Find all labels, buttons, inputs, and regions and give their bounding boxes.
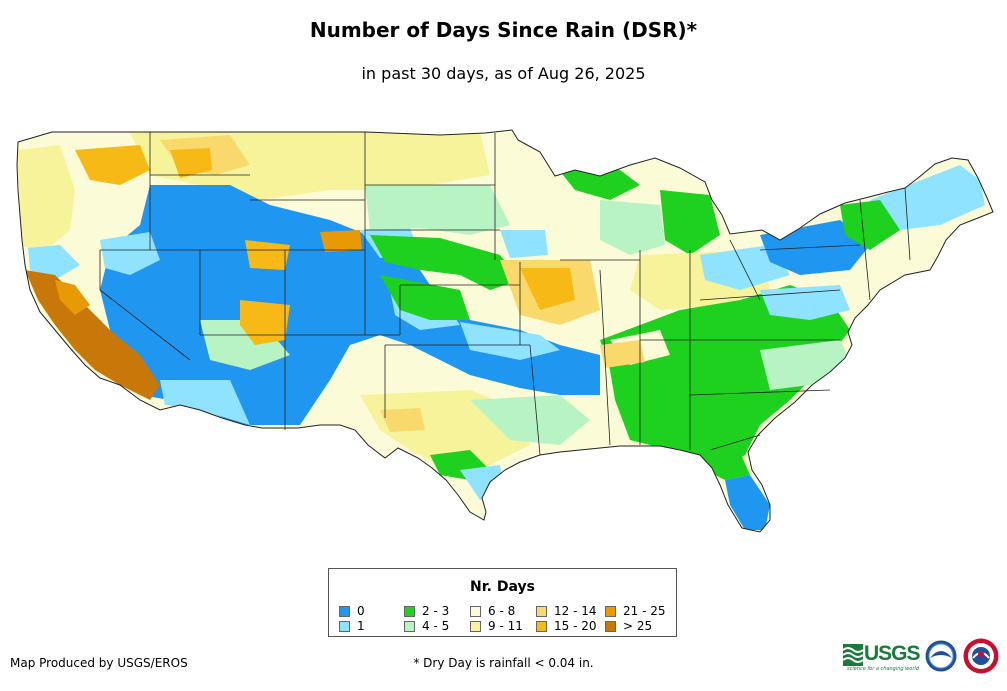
- legend-label: 21 - 25: [623, 604, 666, 618]
- map-title: Number of Days Since Rain (DSR)*: [309, 18, 698, 42]
- region-1-day: [460, 322, 560, 360]
- legend-label: 6 - 8: [488, 604, 516, 618]
- region-0-days: [725, 475, 770, 530]
- region-1-day: [160, 380, 250, 425]
- usgs-tagline: science for a changing world: [847, 666, 919, 672]
- legend-title: Nr. Days: [470, 579, 535, 595]
- noaa-logo-icon: [925, 640, 957, 672]
- legend: Nr. Days 0 1 2 - 3 4 - 5 6 - 8 9 - 11 12…: [328, 568, 677, 637]
- legend-swatch: [605, 621, 616, 632]
- region-15-20-days: [75, 145, 150, 185]
- region-1-day: [870, 165, 985, 230]
- legend-label: > 25: [623, 619, 653, 633]
- region-1-day: [100, 232, 160, 275]
- region-2-3-days: [370, 235, 520, 290]
- legend-label: 1: [357, 619, 365, 633]
- legend-swatch: [536, 621, 547, 632]
- region-2-3-days: [600, 285, 850, 470]
- region-2-3-days: [380, 275, 470, 320]
- region-2-3-days: [660, 190, 720, 255]
- legend-swatch: [404, 621, 415, 632]
- legend-swatch: [404, 606, 415, 617]
- region-1-day: [700, 245, 790, 290]
- legend-label: 4 - 5: [422, 619, 450, 633]
- legend-swatch: [339, 621, 350, 632]
- region-15-20-days: [240, 300, 290, 345]
- region-6-8-days: [880, 240, 935, 272]
- region-over-25-days: [25, 270, 160, 400]
- legend-label: 2 - 3: [422, 604, 450, 618]
- region-9-11-days: [17, 145, 75, 255]
- usgs-wordmark: USGS: [864, 642, 921, 665]
- region-12-14-days: [600, 340, 645, 368]
- region-21-25-days: [55, 280, 90, 315]
- legend-label: 15 - 20: [554, 619, 597, 633]
- legend-swatch: [605, 606, 616, 617]
- nws-logo-icon: [963, 638, 999, 674]
- state-boundaries: [99, 132, 911, 456]
- legend-swatch: [470, 621, 481, 632]
- legend-swatch: [470, 606, 481, 617]
- region-12-14-days: [380, 408, 425, 432]
- map-subtitle: in past 30 days, as of Aug 26, 2025: [361, 64, 646, 83]
- region-1-day: [28, 245, 80, 280]
- usgs-wave-icon: [843, 644, 863, 666]
- legend-label: 9 - 11: [488, 619, 523, 633]
- region-4-5-days: [470, 395, 590, 445]
- legend-label: 0: [357, 604, 365, 618]
- region-2-3-days: [555, 165, 640, 200]
- map-credit: Map Produced by USGS/EROS: [10, 656, 188, 670]
- legend-swatch: [339, 606, 350, 617]
- dry-day-footnote: * Dry Day is rainfall < 0.04 in.: [413, 656, 594, 670]
- legend-swatch: [536, 606, 547, 617]
- region-21-25-days: [320, 230, 362, 252]
- region-15-20-days: [520, 268, 575, 310]
- region-1-day: [500, 230, 548, 258]
- region-15-20-days: [245, 240, 290, 270]
- region-2-3-days: [840, 200, 900, 250]
- legend-label: 12 - 14: [554, 604, 597, 618]
- region-0-days: [100, 185, 600, 425]
- region-4-5-days: [600, 200, 665, 255]
- region-4-5-days: [760, 340, 850, 390]
- region-4-5-days: [365, 185, 510, 235]
- region-15-20-days: [170, 148, 212, 178]
